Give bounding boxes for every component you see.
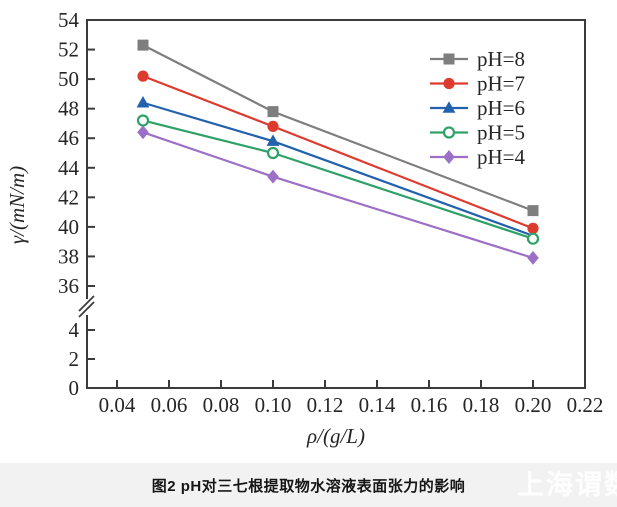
x-axis-tick-label: 0.04	[99, 393, 136, 417]
data-point-pH=7	[137, 70, 149, 82]
legend-marker-pH=7	[443, 77, 455, 90]
data-point-pH=4	[137, 125, 149, 140]
y-axis-tick-label: 40	[58, 215, 79, 239]
data-point-pH=8	[137, 39, 149, 51]
data-point-pH=5	[136, 114, 150, 127]
axis-break-icon	[78, 295, 95, 312]
x-axis-tick-label: 0.20	[515, 393, 552, 417]
legend-marker-pH=4	[443, 150, 455, 164]
y-axis-tick-label: 44	[58, 156, 80, 180]
x-axis-tick-label: 0.06	[151, 393, 188, 417]
data-point-pH=4	[527, 250, 539, 265]
data-point-pH=7	[267, 120, 279, 132]
x-axis-tick-label: 0.14	[359, 393, 396, 417]
legend-label-pH=6: pH=6	[477, 96, 525, 120]
axis-break-icon	[78, 301, 95, 318]
legend-label-pH=4: pH=4	[477, 145, 526, 169]
y-axis-tick-label: 36	[58, 274, 79, 298]
y-axis-tick-label: 2	[69, 347, 80, 371]
watermark-text: 上海谓数	[517, 470, 617, 500]
y-axis-tick-label: 4	[69, 318, 80, 342]
y-axis-tick-label: 54	[58, 8, 80, 32]
y-axis-tick-label: 42	[58, 185, 79, 209]
legend-label-pH=8: pH=8	[477, 47, 525, 71]
y-axis-tick-label: 46	[58, 126, 79, 150]
data-point-pH=4	[267, 169, 279, 184]
chart-area: 54 52 50 48 46 44 42 40 38 36 4 2 0 0.04 0.06 0.08 0.10 0…	[5, 8, 604, 448]
data-point-pH=8	[527, 205, 539, 217]
y-axis-tick-label: 48	[58, 97, 79, 121]
legend-label-pH=5: pH=5	[477, 121, 525, 145]
series-line-pH=5	[142, 119, 534, 240]
y-axis-title: γ/(mN/m)	[5, 166, 29, 244]
x-axis-title: ρ/(g/L)	[306, 424, 365, 448]
plot-border	[86, 19, 586, 389]
y-axis-tick-label: 38	[58, 244, 79, 268]
data-point-pH=6	[136, 95, 150, 108]
x-axis-tick-label: 0.22	[567, 393, 604, 417]
x-axis-tick-label: 0.12	[307, 393, 344, 417]
data-point-pH=8	[267, 106, 279, 118]
x-axis-tick-label: 0.10	[255, 393, 292, 417]
x-axis-tick-label: 0.18	[463, 393, 500, 417]
figure-caption: 图2 pH对三七根提取物水溶液表面张力的影响	[151, 477, 466, 495]
x-axis-tick-label: 0.16	[411, 393, 448, 417]
legend-label-pH=7: pH=7	[477, 72, 525, 96]
axis-break-gap	[83, 299, 92, 315]
caption-bar: 图2 pH对三七根提取物水溶液表面张力的影响 上海谓数	[0, 463, 617, 507]
x-axis-tick-label: 0.08	[203, 393, 240, 417]
series-line-pH=8	[142, 44, 534, 212]
data-point-pH=5	[526, 232, 540, 245]
y-axis-tick-label: 50	[58, 67, 79, 91]
legend-marker-pH=8	[443, 53, 455, 65]
data-point-pH=5	[266, 146, 280, 160]
series-line-pH=6	[142, 101, 534, 237]
data-point-pH=6	[266, 134, 280, 146]
data-point-pH=7	[527, 222, 539, 234]
legend-marker-pH=5	[442, 126, 456, 139]
legend-marker-pH=6	[442, 101, 456, 113]
y-axis-tick-label: 52	[58, 38, 79, 62]
y-axis-tick-label: 0	[69, 376, 80, 400]
